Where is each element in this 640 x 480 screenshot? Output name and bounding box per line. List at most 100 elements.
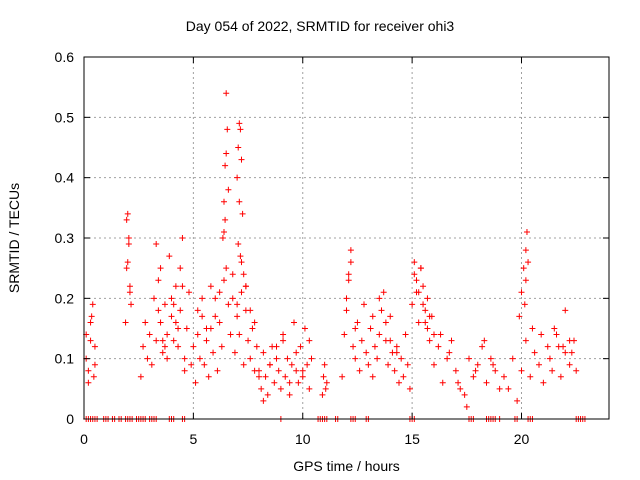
data-point — [560, 343, 567, 350]
data-point — [229, 271, 236, 278]
data-point — [277, 385, 284, 392]
data-point — [437, 331, 444, 338]
data-point — [420, 301, 427, 308]
data-point — [376, 295, 383, 302]
data-point — [183, 325, 190, 332]
data-point — [227, 331, 234, 338]
data-point — [293, 367, 300, 374]
data-point — [387, 313, 394, 320]
data-point — [393, 343, 400, 350]
data-point — [153, 241, 160, 248]
data-point — [393, 349, 400, 356]
data-point — [224, 126, 231, 133]
data-point — [496, 385, 503, 392]
data-point — [153, 337, 160, 344]
data-point — [522, 247, 529, 254]
axis-ticks: 0 0.1 0.2 0.3 0.4 0.5 0.6 0 5 10 15 20 — [55, 49, 609, 447]
data-point — [137, 373, 144, 380]
data-point — [216, 319, 223, 326]
data-point — [85, 379, 92, 386]
data-point — [358, 337, 365, 344]
data-point — [568, 349, 575, 356]
y-tick-label: 0 — [66, 411, 74, 427]
data-point — [161, 301, 168, 308]
data-point — [199, 295, 206, 302]
data-point — [155, 307, 162, 314]
data-point — [518, 289, 525, 296]
y-tick-label: 0.1 — [55, 351, 75, 367]
data-point — [308, 355, 315, 362]
data-point — [168, 295, 175, 302]
data-point — [222, 162, 229, 169]
data-point — [128, 301, 135, 308]
data-point — [291, 319, 297, 326]
data-point — [159, 349, 166, 356]
data-point — [247, 355, 254, 362]
data-point — [172, 283, 179, 290]
data-point — [387, 337, 394, 344]
data-point — [350, 343, 357, 350]
data-point — [237, 126, 244, 133]
data-point — [520, 265, 527, 272]
data-point — [88, 313, 95, 320]
data-point — [424, 295, 431, 302]
x-tick-label: 0 — [80, 431, 88, 447]
chart-title: Day 054 of 2022, SRMTID for receiver ohi… — [185, 18, 455, 34]
data-point — [212, 313, 219, 320]
data-point — [420, 283, 427, 290]
data-point — [400, 373, 407, 380]
data-point — [299, 373, 306, 380]
data-point — [124, 259, 131, 266]
data-point — [271, 379, 278, 386]
data-point — [282, 373, 289, 380]
data-point — [273, 343, 280, 350]
data-point — [260, 349, 267, 356]
data-point — [225, 186, 232, 193]
data-point — [461, 391, 468, 398]
data-point — [275, 367, 282, 374]
data-point — [562, 307, 569, 314]
data-point — [205, 373, 212, 380]
data-point — [321, 361, 328, 368]
data-point — [544, 343, 551, 350]
data-point — [199, 313, 206, 320]
data-point — [238, 259, 245, 266]
data-point — [161, 343, 168, 350]
data-point — [553, 331, 560, 338]
x-tick-label: 20 — [514, 431, 530, 447]
data-point — [382, 319, 389, 326]
y-tick-label: 0.6 — [55, 49, 75, 65]
data-point — [266, 361, 273, 368]
data-point — [369, 373, 376, 380]
data-point — [474, 361, 481, 368]
data-point — [194, 331, 201, 338]
data-point — [280, 337, 287, 344]
data-point — [540, 379, 547, 386]
data-point — [85, 367, 92, 374]
data-point — [479, 343, 486, 350]
data-point — [170, 301, 177, 308]
data-point — [196, 355, 203, 362]
data-point — [347, 259, 354, 266]
data-point — [251, 319, 258, 326]
data-point — [297, 343, 304, 350]
data-point — [222, 216, 229, 223]
data-point — [221, 277, 227, 284]
data-point — [235, 144, 242, 151]
data-point — [417, 265, 424, 272]
y-tick-label: 0.4 — [55, 170, 75, 186]
data-point — [90, 373, 97, 380]
data-point — [286, 391, 293, 398]
data-point — [260, 397, 267, 404]
data-point — [192, 379, 199, 386]
data-point — [343, 307, 350, 314]
data-point — [123, 216, 130, 223]
data-point — [492, 367, 499, 374]
data-point — [367, 325, 374, 332]
data-point — [245, 337, 252, 344]
data-point — [140, 343, 147, 350]
data-point — [168, 313, 175, 320]
data-point — [123, 265, 130, 272]
data-point — [87, 337, 94, 344]
x-tick-label: 5 — [189, 431, 197, 447]
